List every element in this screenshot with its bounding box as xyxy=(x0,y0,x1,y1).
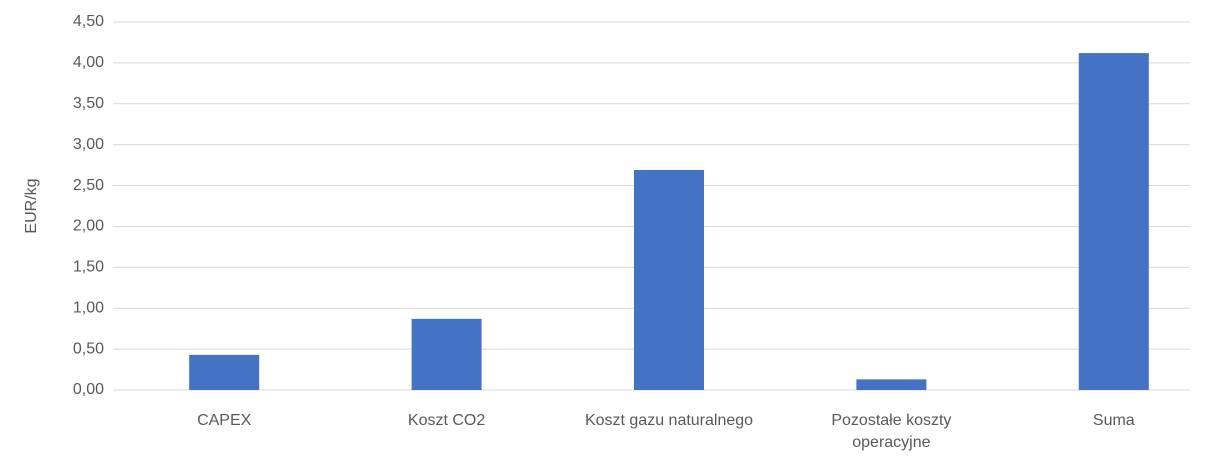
x-tick-label: Suma xyxy=(1092,412,1135,429)
y-tick-label: 4,00 xyxy=(73,54,104,71)
y-tick-label: 1,00 xyxy=(73,299,104,316)
y-tick-label: 0,50 xyxy=(73,340,104,357)
x-tick-label: CAPEX xyxy=(197,412,252,429)
x-tick-label: Koszt gazu naturalnego xyxy=(584,412,754,429)
y-tick-label: 4,50 xyxy=(73,13,104,30)
x-tick-label: Koszt CO2 xyxy=(407,412,486,429)
y-tick-label: 2,50 xyxy=(73,177,104,194)
bar xyxy=(1078,53,1149,390)
y-axis-label: EUR/kg xyxy=(23,178,40,233)
y-tick-label: 3,50 xyxy=(73,95,104,112)
x-tick-label: Pozostałe koszty operacyjne xyxy=(831,412,952,451)
bar xyxy=(411,318,482,390)
bar xyxy=(189,354,260,390)
y-tick-label: 2,00 xyxy=(73,218,104,235)
y-tick-label: 0,00 xyxy=(73,381,104,398)
y-tick-label: 3,00 xyxy=(73,136,104,153)
bar xyxy=(856,379,927,390)
y-tick-label: 1,50 xyxy=(73,259,104,276)
bar xyxy=(634,170,704,390)
